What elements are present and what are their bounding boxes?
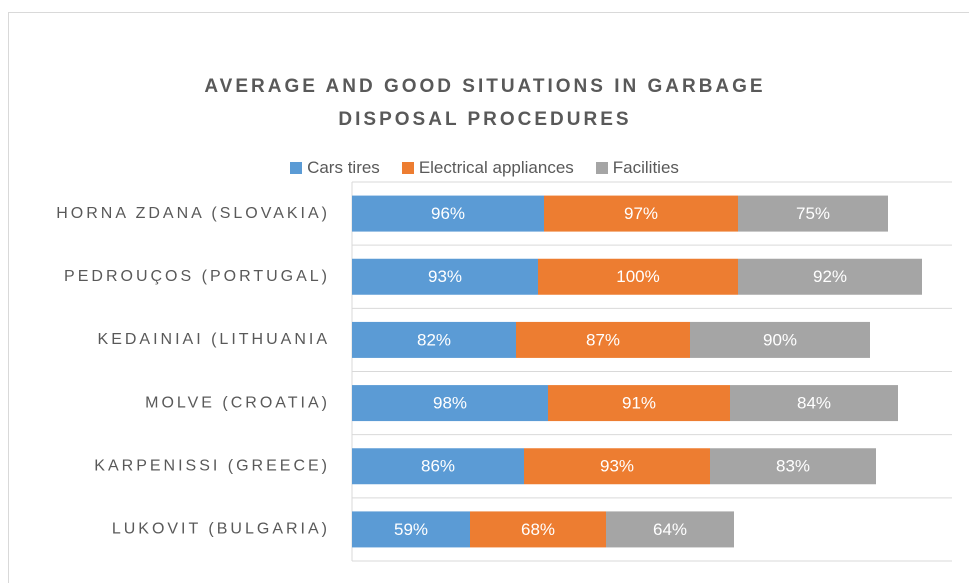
chart-title: AVERAGE AND GOOD SITUATIONS IN GARBAGE D… [204, 76, 766, 130]
data-label: 100% [616, 267, 659, 286]
data-label: 84% [797, 394, 831, 413]
bar-segment [606, 511, 734, 548]
y-tick-label: KEDAINIAI (LITHUANIA [98, 331, 330, 348]
legend-swatch [595, 162, 608, 174]
data-label: 75% [796, 204, 830, 223]
bar-segment [352, 321, 516, 358]
data-label: 92% [813, 267, 847, 286]
bar-segment [710, 448, 876, 485]
legend-item: Cars tires [290, 158, 380, 178]
data-label: 87% [586, 330, 620, 349]
data-label: 64% [653, 520, 687, 539]
bar-segment [470, 511, 606, 548]
data-label: 97% [624, 204, 658, 223]
bar-segment [538, 258, 738, 295]
data-label: 68% [521, 520, 555, 539]
bar-segment [730, 385, 898, 422]
y-tick-label: MOLVE (CROATIA) [145, 394, 330, 411]
data-label: 82% [417, 330, 451, 349]
bar-segment [516, 321, 690, 358]
legend-label: Cars tires [307, 158, 380, 177]
bar-segment [548, 385, 730, 422]
bar-segment [690, 321, 870, 358]
data-label: 98% [433, 394, 467, 413]
legend-swatch [290, 162, 303, 174]
legend-item: Facilities [595, 158, 679, 178]
bar-segment [352, 195, 544, 232]
data-label: 96% [431, 204, 465, 223]
y-tick-label: HORNA ZDANA (SLOVAKIA) [56, 205, 330, 222]
y-tick-label: LUKOVIT (BULGARIA) [112, 521, 330, 538]
y-tick-label: PEDROUÇOS (PORTUGAL) [64, 268, 330, 285]
y-tick-label: KARPENISSI (GREECE) [94, 457, 330, 474]
bar-segment [352, 511, 470, 548]
data-label: 83% [776, 457, 810, 476]
legend: Cars tires Electrical appliances Facilitie… [0, 158, 969, 178]
data-label: 91% [622, 394, 656, 413]
data-label: 93% [600, 457, 634, 476]
legend-swatch [401, 162, 414, 174]
chart-frame [8, 12, 969, 583]
data-label: 86% [421, 457, 455, 476]
bar-segment [738, 258, 922, 295]
data-label: 93% [428, 267, 462, 286]
bar-segment [544, 195, 738, 232]
bar-segment [524, 448, 710, 485]
data-label: 59% [394, 520, 428, 539]
legend-label: Electrical appliances [418, 158, 574, 177]
bar-segment [738, 195, 888, 232]
bar-segment [352, 385, 548, 422]
bar-segment [352, 258, 538, 295]
legend-label: Facilities [612, 158, 679, 177]
legend-item: Electrical appliances [401, 158, 574, 178]
data-label: 90% [763, 330, 797, 349]
bar-segment [352, 448, 524, 485]
